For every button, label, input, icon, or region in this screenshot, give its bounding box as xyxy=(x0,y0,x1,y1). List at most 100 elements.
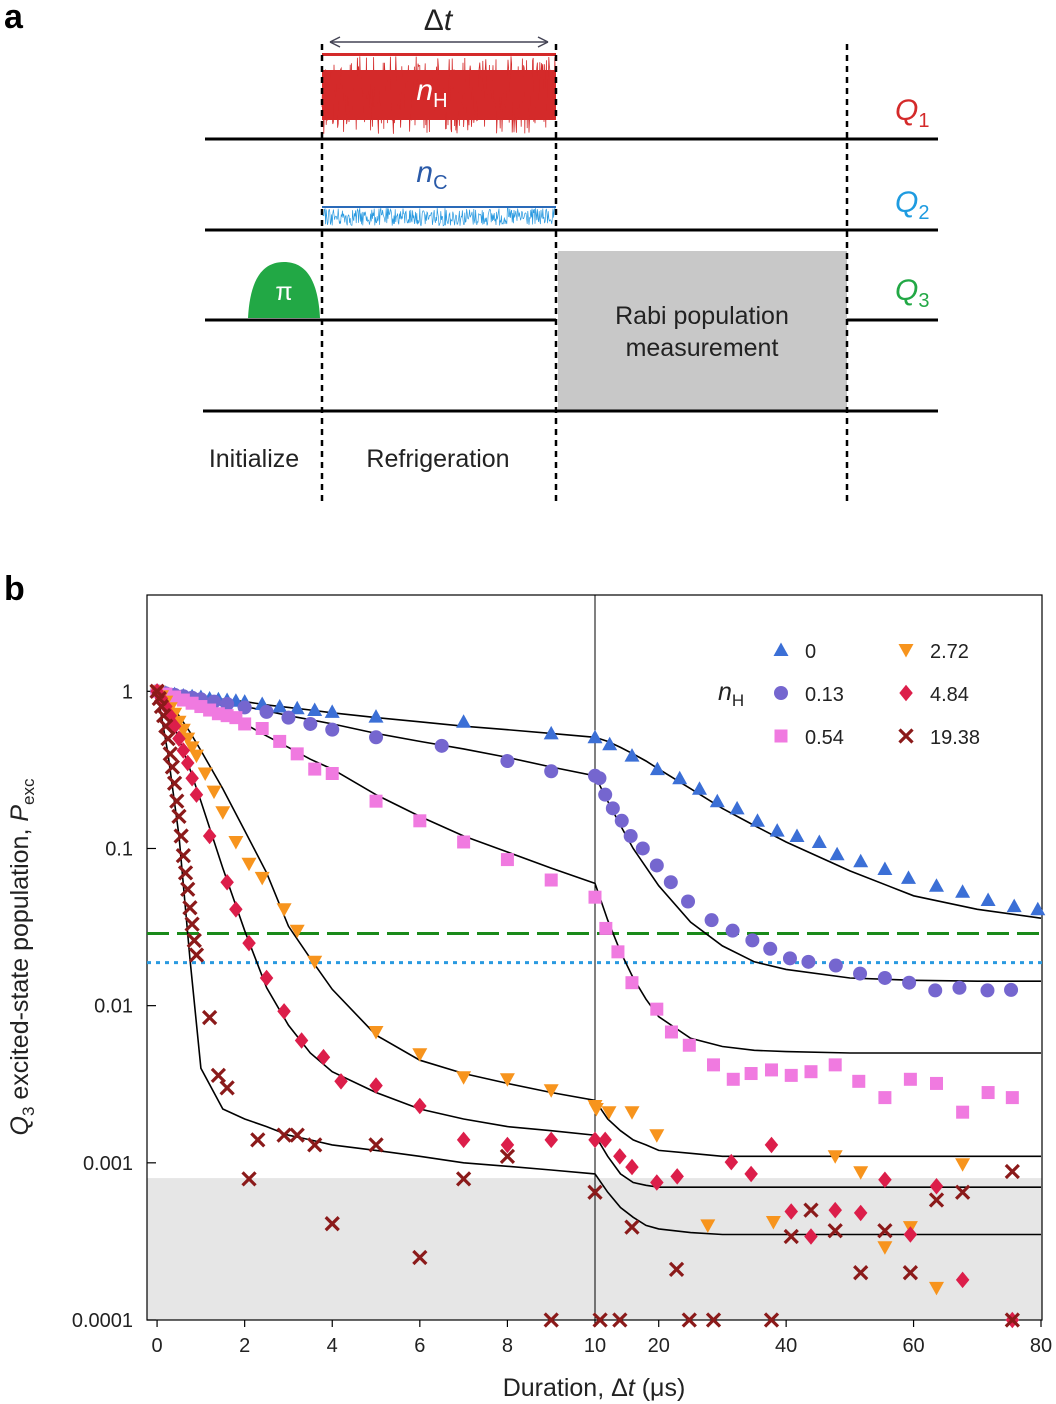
data-point xyxy=(784,1203,798,1220)
data-point xyxy=(700,1219,716,1233)
arrow-heads xyxy=(329,36,549,48)
legend-marker xyxy=(898,644,914,658)
data-point xyxy=(877,1241,893,1255)
data-point xyxy=(188,947,205,963)
data-point xyxy=(956,1105,970,1119)
data-point xyxy=(624,748,640,762)
data-point xyxy=(197,767,213,781)
data-point xyxy=(681,894,696,909)
cold-label: nC xyxy=(416,156,447,194)
data-point xyxy=(189,786,204,803)
data-point xyxy=(649,858,664,873)
y-axis-label: Q3 excited-state population, Pexc xyxy=(6,778,38,1135)
data-point xyxy=(852,1074,866,1088)
legend-label: 0.13 xyxy=(805,684,844,706)
data-point xyxy=(954,1184,971,1200)
y-tick-label: 1 xyxy=(122,681,133,703)
x-tick-label: 0 xyxy=(152,1335,163,1357)
qubit-label: Q3 xyxy=(895,274,929,312)
data-point xyxy=(729,800,745,815)
data-point xyxy=(184,916,200,932)
data-point xyxy=(811,834,827,848)
data-point xyxy=(804,1228,818,1245)
data-point xyxy=(670,1168,684,1185)
data-point xyxy=(853,966,868,981)
legend-label: 19.38 xyxy=(930,727,980,749)
data-point xyxy=(307,955,323,970)
data-point xyxy=(624,1106,640,1120)
data-point xyxy=(853,1166,869,1180)
data-point xyxy=(613,1148,627,1165)
data-point xyxy=(612,1312,628,1328)
data-point xyxy=(598,1131,612,1149)
data-point xyxy=(668,1261,685,1277)
n: n xyxy=(416,74,433,107)
data-point xyxy=(499,1148,516,1164)
y-label-part: Q xyxy=(6,1116,34,1135)
data-point xyxy=(158,718,174,734)
data-point xyxy=(166,775,183,791)
data-point xyxy=(201,1009,218,1026)
legend-marker xyxy=(774,686,788,700)
data-point xyxy=(605,801,620,816)
data-point xyxy=(930,1076,944,1090)
data-point xyxy=(601,1106,617,1120)
data-point xyxy=(750,813,765,827)
data-point xyxy=(167,717,182,735)
measurement-text: measurement xyxy=(626,334,779,362)
data-point xyxy=(259,969,274,987)
data-point xyxy=(929,1178,944,1195)
y-tick-label: 0.0001 xyxy=(72,1310,133,1332)
data-point xyxy=(241,857,257,872)
data-point xyxy=(602,736,618,751)
data-point xyxy=(276,1127,292,1143)
data-point xyxy=(853,853,869,868)
data-point xyxy=(412,1249,428,1266)
data-point xyxy=(709,793,725,808)
noise-trace xyxy=(321,56,556,134)
data-point xyxy=(237,700,252,715)
data-point xyxy=(587,1184,603,1200)
data-point xyxy=(827,1150,843,1164)
data-point xyxy=(413,1097,427,1115)
fit-curve xyxy=(156,690,1041,1188)
data-point xyxy=(180,881,196,897)
data-point xyxy=(765,1216,781,1230)
data-point xyxy=(952,980,967,995)
data-point xyxy=(853,1204,868,1222)
data-point xyxy=(184,741,200,755)
data-point xyxy=(878,1091,892,1105)
data-point xyxy=(1004,1163,1020,1180)
data-point xyxy=(789,828,805,842)
data-point xyxy=(981,1086,995,1100)
data-point xyxy=(325,766,339,780)
q: Q xyxy=(895,186,918,219)
data-point xyxy=(368,1026,384,1040)
data-point xyxy=(324,704,340,718)
data-point xyxy=(980,892,996,906)
data-point xyxy=(692,781,707,795)
data-point xyxy=(368,1137,384,1153)
data-point xyxy=(219,1080,235,1096)
data-point xyxy=(456,714,472,728)
q: Q xyxy=(895,94,918,127)
data-point xyxy=(294,1032,309,1049)
legend-marker xyxy=(773,642,789,656)
data-point xyxy=(705,1312,722,1328)
x-tick-label: 10 xyxy=(584,1335,606,1357)
data-point xyxy=(725,923,740,938)
data-point xyxy=(587,729,603,744)
data-point xyxy=(229,901,243,918)
delta: Δ xyxy=(424,4,444,37)
data-point xyxy=(250,1132,266,1148)
data-point xyxy=(625,976,639,990)
data-point xyxy=(614,813,629,828)
legend-label: 4.84 xyxy=(930,684,969,706)
cold-bath-top xyxy=(322,206,556,208)
panel-label: b xyxy=(4,570,25,608)
data-point xyxy=(672,770,688,785)
data-point xyxy=(763,1312,780,1328)
y-tick-label: 0.1 xyxy=(105,838,133,860)
legend-label: 2.72 xyxy=(930,641,969,663)
data-point xyxy=(171,808,187,825)
